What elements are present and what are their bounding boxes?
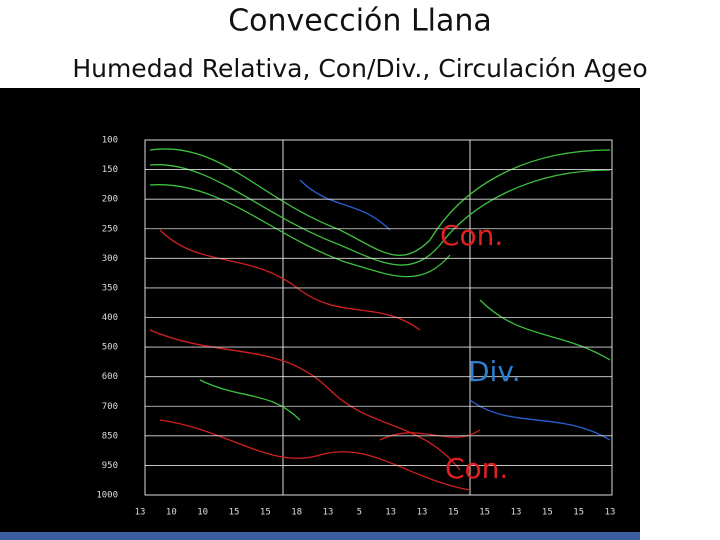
- x-label: 10: [197, 508, 208, 518]
- level-label: 950: [102, 461, 118, 471]
- level-label: 1000: [96, 491, 118, 501]
- x-label: 13: [511, 508, 522, 518]
- level-label: 500: [102, 343, 118, 353]
- level-label: 600: [102, 372, 118, 382]
- level-label: 700: [102, 402, 118, 412]
- level-label: 150: [102, 165, 118, 175]
- x-label: 13: [417, 508, 428, 518]
- x-label: 15: [479, 508, 490, 518]
- x-label: 13: [323, 508, 334, 518]
- level-label: 100: [102, 136, 118, 146]
- cross-section-image: [0, 88, 640, 540]
- x-label: 15: [260, 508, 271, 518]
- x-label: 15: [573, 508, 584, 518]
- x-label: 15: [229, 508, 240, 518]
- contours: [149, 148, 611, 491]
- x-label: 10: [166, 508, 177, 518]
- level-label: 400: [102, 313, 118, 323]
- subtitle: Humedad Relativa, Con/Div., Circulación …: [72, 54, 647, 83]
- title: Convección Llana: [228, 4, 492, 39]
- x-label: 13: [605, 508, 616, 518]
- x-label: 5: [357, 508, 362, 518]
- level-label: 850: [102, 431, 118, 441]
- image-background: [0, 88, 640, 540]
- x-label: 13: [385, 508, 396, 518]
- bottom-strip: [0, 532, 640, 540]
- level-label: 250: [102, 224, 118, 234]
- x-label: 18: [291, 508, 302, 518]
- annotation: Div.: [468, 355, 521, 388]
- annotation: Con.: [445, 452, 508, 485]
- x-label: 15: [542, 508, 553, 518]
- level-label: 300: [102, 254, 118, 264]
- annotation: Con.: [440, 219, 503, 252]
- x-label: 15: [448, 508, 459, 518]
- level-label: 350: [102, 283, 118, 293]
- x-label: 13: [135, 508, 146, 518]
- level-label: 200: [102, 195, 118, 205]
